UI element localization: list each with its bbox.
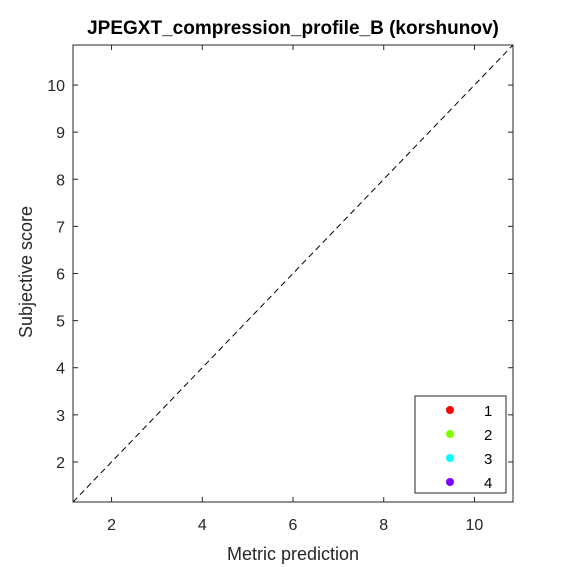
y-tick-label: 5 [56, 314, 65, 331]
x-axis-label: Metric prediction [227, 544, 359, 564]
chart-title: JPEGXT_compression_profile_B (korshunov) [87, 18, 499, 39]
legend-label-4: 4 [484, 475, 492, 492]
legend-marker-3 [446, 454, 454, 462]
legend-marker-4 [446, 478, 454, 486]
y-tick-label: 10 [47, 78, 65, 95]
legend-label-2: 2 [484, 427, 492, 444]
legend: 1 2 3 4 [414, 395, 507, 494]
x-tick-label: 8 [379, 517, 388, 534]
y-tick-label: 6 [56, 267, 65, 284]
x-tick-label: 10 [466, 517, 484, 534]
y-tick-label: 2 [56, 455, 65, 472]
plot-area-box [72, 44, 514, 503]
x-tick-label: 4 [198, 517, 207, 534]
legend-label-3: 3 [484, 451, 492, 468]
y-tick-label: 7 [56, 219, 65, 236]
y-tick-label: 8 [56, 172, 65, 189]
y-axis-ticks: 2 3 4 5 6 7 8 9 10 [47, 78, 513, 472]
y-axis-label: Subjective score [16, 206, 36, 338]
y-tick-label: 4 [56, 361, 65, 378]
y-tick-label: 9 [56, 125, 65, 142]
legend-marker-2 [446, 430, 454, 438]
identity-reference-line [72, 44, 514, 503]
legend-marker-1 [446, 406, 454, 414]
legend-label-1: 1 [484, 403, 492, 420]
y-tick-label: 3 [56, 408, 65, 425]
legend-box [414, 395, 507, 494]
x-tick-label: 6 [289, 517, 298, 534]
x-axis-ticks: 2 4 6 8 10 [107, 45, 483, 534]
x-tick-label: 2 [107, 517, 116, 534]
